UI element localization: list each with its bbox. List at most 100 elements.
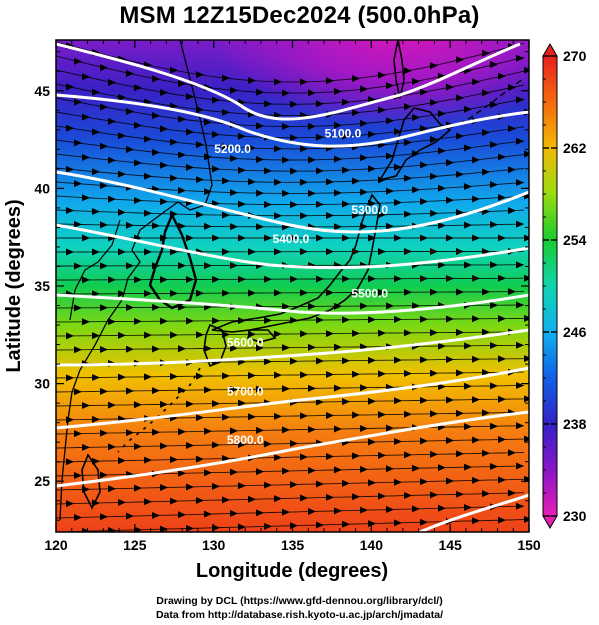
flow-arrow bbox=[274, 78, 282, 86]
flow-arrow bbox=[456, 490, 464, 498]
flow-arrow bbox=[308, 508, 316, 516]
credit-data: Data from http://database.rish.kyoto-u.a… bbox=[155, 609, 444, 621]
flow-arrow bbox=[144, 290, 152, 298]
flow-arrow bbox=[230, 344, 238, 352]
flow-arrow bbox=[186, 400, 194, 408]
map-title: MSM 12Z15Dec2024 (500.0hPa) bbox=[119, 2, 480, 29]
flow-arrow bbox=[160, 161, 168, 169]
flow-arrow bbox=[404, 329, 412, 337]
flow-arrow bbox=[282, 123, 290, 131]
flow-arrow bbox=[498, 72, 506, 80]
flow-arrow bbox=[100, 387, 108, 395]
streamline bbox=[56, 385, 525, 393]
flow-arrow bbox=[420, 275, 428, 283]
flow-arrow bbox=[300, 78, 308, 86]
flow-arrow bbox=[420, 198, 428, 206]
flow-arrow bbox=[108, 318, 116, 326]
flow-arrow bbox=[456, 450, 464, 458]
flow-arrow bbox=[386, 506, 394, 514]
flow-arrow bbox=[212, 400, 220, 408]
flow-arrow bbox=[100, 304, 108, 312]
flow-arrow bbox=[170, 331, 178, 339]
flow-arrow bbox=[334, 87, 342, 95]
x-tick-label: 120 bbox=[44, 537, 68, 553]
flow-arrow bbox=[160, 89, 168, 97]
flow-arrow bbox=[472, 195, 480, 203]
flow-arrow bbox=[516, 137, 524, 145]
flow-arrow bbox=[516, 96, 524, 104]
flow-arrow bbox=[300, 494, 308, 502]
flow-arrow bbox=[160, 484, 168, 492]
flow-arrow bbox=[118, 93, 126, 101]
flow-arrow bbox=[222, 248, 230, 256]
flow-arrow bbox=[404, 451, 412, 459]
flow-arrow bbox=[212, 130, 220, 138]
flow-arrow bbox=[342, 234, 350, 242]
flow-arrow bbox=[134, 159, 142, 167]
flow-arrow bbox=[360, 343, 368, 351]
flow-arrow bbox=[490, 463, 498, 471]
flow-arrow bbox=[108, 195, 116, 203]
flow-arrow bbox=[248, 495, 256, 503]
flow-arrow bbox=[508, 288, 516, 296]
flow-arrow bbox=[108, 527, 116, 532]
flow-arrow bbox=[342, 200, 350, 208]
flow-arrow bbox=[100, 182, 108, 190]
flow-arrow bbox=[368, 96, 376, 104]
flow-arrow bbox=[82, 73, 90, 81]
colorbar-label: 270 bbox=[563, 48, 587, 64]
flow-arrow bbox=[464, 144, 472, 152]
flow-arrow bbox=[456, 409, 464, 417]
flow-arrow bbox=[524, 395, 529, 403]
flow-arrow bbox=[290, 201, 298, 209]
flow-arrow bbox=[100, 103, 108, 111]
flow-arrow bbox=[482, 288, 490, 296]
flow-arrow bbox=[144, 373, 152, 381]
flow-arrow bbox=[82, 153, 90, 161]
flow-arrow bbox=[446, 396, 454, 404]
flow-arrow bbox=[144, 135, 152, 143]
flow-arrow bbox=[282, 344, 290, 352]
flow-arrow bbox=[524, 314, 529, 322]
flow-arrow bbox=[222, 143, 230, 151]
flow-arrow bbox=[186, 93, 194, 101]
flow-arrow bbox=[498, 395, 506, 403]
flow-arrow bbox=[222, 74, 230, 82]
flow-arrow bbox=[368, 356, 376, 364]
flow-arrow bbox=[464, 423, 472, 431]
flow-arrow bbox=[446, 159, 454, 167]
flow-arrow bbox=[74, 262, 82, 270]
flow-arrow bbox=[170, 456, 178, 464]
flow-arrow bbox=[196, 331, 204, 339]
contour-label: 5100.0 bbox=[325, 127, 362, 141]
flow-arrow bbox=[472, 156, 480, 164]
flow-arrow bbox=[92, 208, 100, 216]
flow-arrow bbox=[342, 275, 350, 283]
flow-arrow bbox=[368, 275, 376, 283]
flow-arrow bbox=[178, 511, 186, 519]
flow-arrow bbox=[334, 302, 342, 310]
flow-arrow bbox=[282, 303, 290, 311]
flow-arrow bbox=[394, 128, 402, 136]
streamline bbox=[56, 465, 525, 477]
flow-arrow bbox=[516, 261, 524, 269]
flow-arrow bbox=[404, 288, 412, 296]
flow-arrow bbox=[516, 301, 524, 309]
flow-arrow bbox=[118, 290, 126, 298]
flow-arrow bbox=[300, 178, 308, 186]
streamline bbox=[56, 371, 525, 379]
flow-arrow bbox=[274, 412, 282, 420]
streamline bbox=[56, 125, 525, 150]
flow-arrow bbox=[74, 346, 82, 354]
flow-arrow bbox=[144, 248, 152, 256]
flow-arrow bbox=[404, 410, 412, 418]
flow-arrow bbox=[394, 275, 402, 283]
flow-arrow bbox=[326, 248, 334, 256]
flow-arrow bbox=[334, 189, 342, 197]
flow-arrow bbox=[212, 96, 220, 104]
flow-arrow bbox=[456, 328, 464, 336]
flow-arrow bbox=[282, 385, 290, 393]
streamline bbox=[56, 505, 525, 519]
flow-arrow bbox=[490, 422, 498, 430]
